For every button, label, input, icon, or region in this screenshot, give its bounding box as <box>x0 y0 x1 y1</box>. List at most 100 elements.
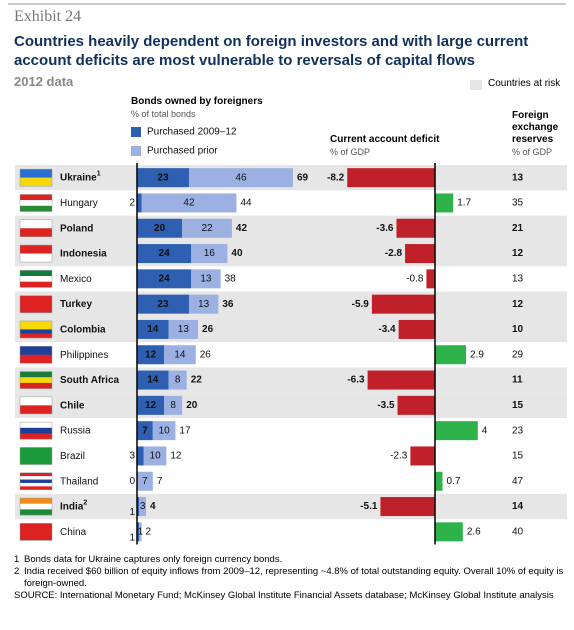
ca-value: 4 <box>482 425 488 436</box>
flag-border <box>19 523 53 541</box>
country-label: Mexico <box>60 273 92 284</box>
ca-bar <box>435 421 478 441</box>
country-label: Philippines <box>60 349 108 360</box>
bond-total: 12 <box>170 451 182 462</box>
flag-border <box>19 447 53 465</box>
bond-value: 12 <box>145 400 157 411</box>
bond-value: 13 <box>198 299 210 310</box>
risk-band <box>15 367 567 393</box>
ca-value: -5.1 <box>360 501 378 512</box>
flag-stripe <box>20 523 52 541</box>
bond-value: 13 <box>200 273 212 284</box>
ca-value: -5.9 <box>352 299 370 310</box>
reserves-header: Foreign exchange reserves <box>512 110 559 145</box>
legend-label: Purchased prior <box>147 146 218 157</box>
footnotes: 1 Bonds data for Ukraine captures only fo… <box>14 554 564 602</box>
flag-stripe <box>20 329 52 334</box>
bond-total: 42 <box>236 223 248 234</box>
country-name: Philippines <box>60 349 108 360</box>
country-name: India <box>60 501 84 512</box>
country-label: Turkey <box>60 299 92 310</box>
risk-band <box>15 291 567 317</box>
ca-bar <box>405 244 435 264</box>
ca-unit: % of GDP <box>330 147 371 157</box>
bond-bar <box>143 446 167 466</box>
bond-total: 4 <box>150 501 156 512</box>
exhibit: Exhibit 24 <box>14 8 82 25</box>
flag-stripe <box>20 433 52 440</box>
bond-bar <box>137 218 183 238</box>
flag-stripe <box>20 228 52 237</box>
ca-bar <box>398 319 435 339</box>
flag-stripe <box>20 382 52 389</box>
reserves-value: 35 <box>512 198 524 209</box>
flag-stripe <box>20 194 52 201</box>
risk-band <box>15 215 567 241</box>
bond-value: 16 <box>204 248 216 259</box>
country-label: Hungary <box>60 198 98 209</box>
risk-band <box>15 392 567 418</box>
flag-border <box>19 270 53 288</box>
country-label: Russia <box>60 425 91 436</box>
flag-border <box>19 194 53 212</box>
reserves-value: 15 <box>512 400 524 411</box>
bond-value: 14 <box>147 375 159 386</box>
flag-stripe <box>20 295 52 313</box>
bond-value: 10 <box>159 425 171 436</box>
bond-bar <box>137 446 144 466</box>
bond-total: 20 <box>186 400 198 411</box>
flag-border <box>19 346 53 364</box>
bond-value: 7 <box>142 476 148 487</box>
reserves-value: 47 <box>512 476 524 487</box>
country-label: South Africa <box>60 375 120 386</box>
reserves-value: 11 <box>512 375 523 386</box>
country-label: Brazil <box>60 451 85 462</box>
bond-value: 42 <box>183 198 195 209</box>
risk-band <box>15 316 567 343</box>
bond-bar <box>164 395 183 415</box>
ca-bar <box>367 370 435 390</box>
legend-swatch <box>131 146 141 156</box>
bond-total: 26 <box>200 349 212 360</box>
reserves-value: 10 <box>512 324 524 335</box>
country-label: Chile <box>60 400 85 411</box>
reserves-value: 23 <box>512 425 524 436</box>
bond-total: 2 <box>146 526 152 537</box>
note: 2 India received $60 billion of equity in… <box>14 566 564 590</box>
bond-total: 40 <box>231 248 243 259</box>
flag-border <box>19 421 53 440</box>
subtitle: 2012 data <box>14 74 74 89</box>
flag-stripe <box>20 396 52 406</box>
bond-total: 69 <box>297 172 309 183</box>
note-text: India received $60 billion of equity inf… <box>24 566 564 589</box>
bond-value: 3 <box>140 501 146 512</box>
bond-bar <box>137 269 192 289</box>
ca-value: -2.3 <box>390 451 408 462</box>
bond-value: 7 <box>142 425 148 436</box>
bond-total: 17 <box>179 425 191 436</box>
flag-stripe <box>20 325 52 330</box>
reserves-value: 40 <box>512 526 524 537</box>
country-name: Ukraine <box>60 172 97 183</box>
reserves-value: 15 <box>512 451 524 462</box>
flag-stripe <box>20 169 52 178</box>
flag-stripe <box>20 503 52 510</box>
ca-value: -3.4 <box>378 324 396 335</box>
country-name: South Africa <box>60 375 120 386</box>
ca-value: -8.2 <box>327 172 345 183</box>
ca-bar <box>435 193 454 213</box>
bond-value: 10 <box>150 451 162 462</box>
country-name: Indonesia <box>60 248 107 259</box>
flag-stripe <box>20 509 52 516</box>
flag-border <box>19 396 53 415</box>
flag-border <box>19 371 53 389</box>
bond-bar <box>137 345 165 365</box>
flag-stripe <box>20 200 52 206</box>
bond-bar <box>137 168 189 188</box>
bond-bar <box>164 345 196 365</box>
ca-bar <box>380 497 435 517</box>
bond-bar <box>137 370 169 390</box>
reserves-value: 12 <box>512 248 524 259</box>
bond-value: 14 <box>174 349 186 360</box>
reserves-unit: % of GDP <box>512 147 553 157</box>
